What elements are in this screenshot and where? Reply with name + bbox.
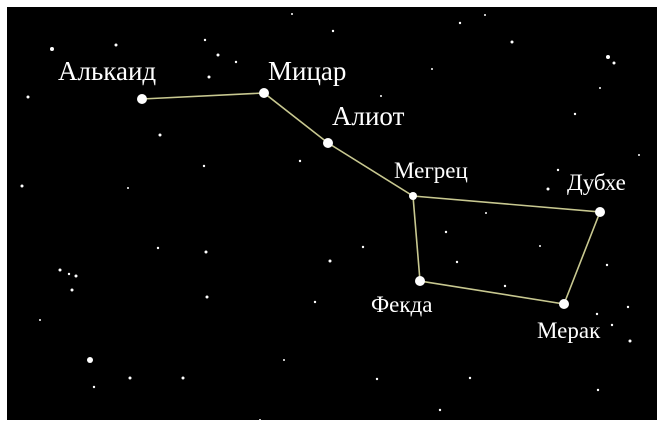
background-star [329, 260, 332, 263]
star [559, 299, 569, 309]
background-star [469, 377, 471, 379]
background-star [283, 359, 285, 361]
background-star [574, 113, 576, 115]
star [595, 207, 605, 217]
background-star [203, 165, 205, 167]
background-star [39, 319, 41, 321]
background-star [484, 14, 486, 16]
star [323, 138, 333, 148]
background-star [291, 13, 293, 15]
star-label: Алькаид [58, 56, 156, 86]
background-star [59, 269, 62, 272]
background-star [606, 55, 610, 59]
background-star [21, 185, 24, 188]
background-star [206, 296, 209, 299]
star-label: Дубхе [567, 170, 626, 195]
background-star [376, 378, 378, 380]
background-star [597, 389, 599, 391]
background-star [539, 245, 541, 247]
star [409, 192, 417, 200]
background-star [235, 61, 237, 63]
background-star [93, 386, 95, 388]
background-star [182, 377, 185, 380]
background-star [627, 306, 629, 308]
background-star [459, 22, 461, 24]
background-star [208, 76, 211, 79]
background-star [606, 264, 608, 266]
background-star [217, 54, 220, 57]
background-star [439, 409, 441, 411]
background-star [445, 231, 447, 233]
star-map: Алькаид Мицар Алиот Мегрец Дубхе Мерак Ф… [0, 0, 663, 427]
background-star [115, 44, 118, 47]
background-star [127, 187, 129, 189]
star [259, 88, 269, 98]
background-star [157, 247, 159, 249]
background-star [299, 160, 301, 162]
background-star [159, 134, 162, 137]
background-star [314, 301, 316, 303]
background-star [599, 87, 601, 89]
background-star [68, 273, 70, 275]
background-star [75, 275, 78, 278]
background-star [557, 169, 559, 171]
background-star [205, 251, 208, 254]
background-star [362, 246, 364, 248]
star-label: Мицар [268, 56, 346, 86]
star [415, 276, 425, 286]
background-star [380, 95, 382, 97]
background-star [332, 30, 334, 32]
background-star [431, 68, 433, 70]
background-star [596, 313, 598, 315]
background-star [50, 47, 54, 51]
star [137, 94, 147, 104]
background-star [504, 285, 506, 287]
star-label: Мерак [537, 318, 601, 343]
background-star [204, 39, 206, 41]
background-star [547, 188, 550, 191]
background-star [611, 324, 613, 326]
background-star [87, 357, 93, 363]
background-star [456, 261, 458, 263]
star-label: Фекда [371, 292, 432, 317]
background-star [638, 154, 640, 156]
background-star [629, 340, 632, 343]
background-star [511, 41, 514, 44]
background-star [71, 289, 74, 292]
background-star [27, 96, 30, 99]
star-label: Мегрец [394, 158, 468, 183]
background-star [129, 377, 132, 380]
background-star [613, 62, 616, 65]
background-star [485, 212, 487, 214]
background-star [259, 419, 261, 421]
star-label: Алиот [332, 101, 405, 131]
